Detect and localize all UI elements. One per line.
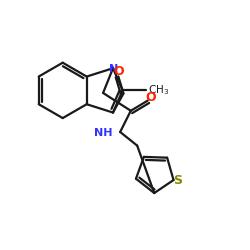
- Text: CH$_3$: CH$_3$: [148, 84, 170, 97]
- Text: N: N: [109, 64, 118, 74]
- Text: O: O: [146, 91, 156, 104]
- Text: O: O: [113, 65, 124, 78]
- Text: S: S: [173, 174, 182, 186]
- Text: NH: NH: [94, 128, 112, 138]
